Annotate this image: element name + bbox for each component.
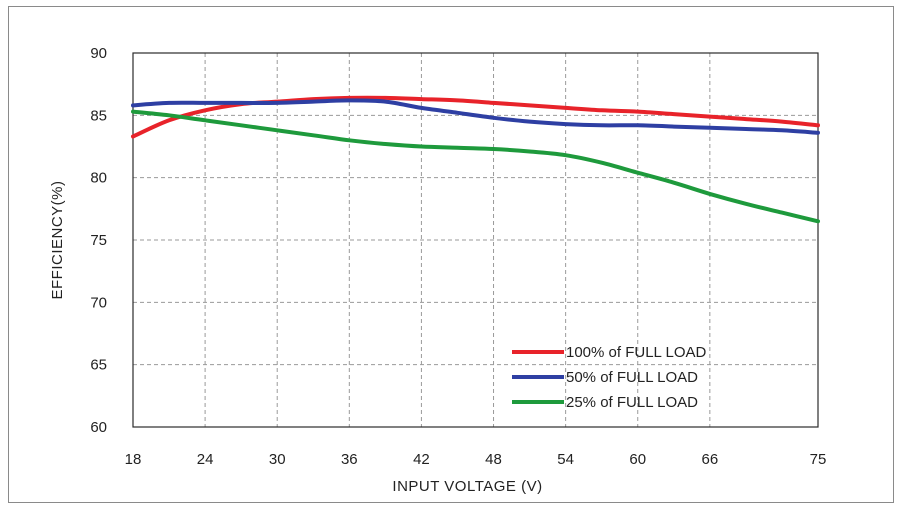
x-tick-label: 18 <box>125 451 142 468</box>
series-line-50pct <box>131 98 820 135</box>
x-tick-label: 75 <box>810 451 827 468</box>
y-tick-label: 80 <box>90 170 107 187</box>
x-tick-label: 66 <box>701 451 718 468</box>
x-tick-label: 60 <box>629 451 646 468</box>
y-tick-label: 70 <box>90 294 107 311</box>
legend: 100% of FULL LOAD 50% of FULL LOAD 25% of … <box>512 344 707 411</box>
x-tick-label: 36 <box>341 451 358 468</box>
legend-entry-25pct-label: 25% of FULL LOAD <box>566 394 698 411</box>
legend-entry-50pct-label: 50% of FULL LOAD <box>566 369 698 386</box>
x-axis-label: INPUT VOLTAGE (V) <box>392 478 542 495</box>
y-tick-label: 60 <box>90 419 107 436</box>
x-tick-label: 48 <box>485 451 502 468</box>
grid <box>133 53 818 427</box>
y-tick-label: 75 <box>90 232 107 249</box>
y-tick-labels: 60 65 70 75 80 85 90 <box>90 45 107 436</box>
y-axis-label: EFFICIENCY(%) <box>49 181 66 300</box>
legend-entry-100pct-label: 100% of FULL LOAD <box>566 344 707 361</box>
series-layer <box>131 95 820 224</box>
x-tick-label: 30 <box>269 451 286 468</box>
x-tick-label: 54 <box>557 451 574 468</box>
y-tick-label: 65 <box>90 357 107 374</box>
chart-frame <box>8 6 894 503</box>
plot-area-border <box>132 52 819 428</box>
series-line-25pct <box>131 109 820 224</box>
x-tick-label: 24 <box>197 451 214 468</box>
y-tick-label: 85 <box>90 107 107 124</box>
x-tick-label: 42 <box>413 451 430 468</box>
y-tick-label: 90 <box>90 45 107 62</box>
x-tick-labels: 18 24 30 36 42 48 54 60 66 75 <box>125 451 827 468</box>
